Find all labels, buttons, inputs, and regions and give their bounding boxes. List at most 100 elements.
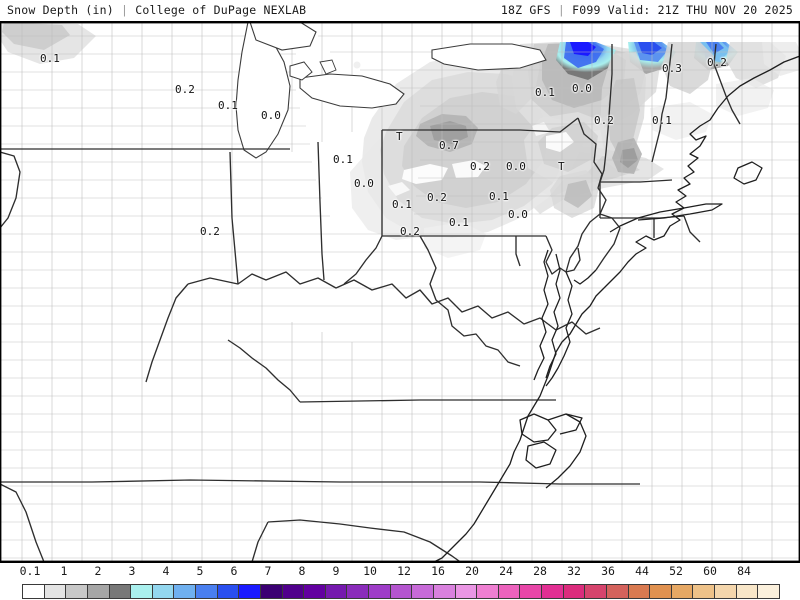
contour-value-label: 0.2 xyxy=(200,225,220,238)
colorbar-tick-label: 9 xyxy=(332,564,340,578)
colorbar-swatch[interactable] xyxy=(87,585,110,598)
contour-value-label: 0.0 xyxy=(261,109,281,122)
colorbar-swatch[interactable] xyxy=(217,585,240,598)
colorbar-swatch[interactable] xyxy=(239,585,261,598)
colorbar-swatch[interactable] xyxy=(433,585,456,598)
colorbar-swatch[interactable] xyxy=(477,585,499,598)
snow-depth-shaded-field xyxy=(0,22,800,258)
product-title: Snow Depth (in) xyxy=(7,3,114,17)
colorbar-swatch[interactable] xyxy=(585,585,607,598)
colorbar-swatch[interactable] xyxy=(304,585,326,598)
colorbar-swatch[interactable] xyxy=(347,585,369,598)
colorbar-swatch[interactable] xyxy=(736,585,759,598)
colorbar-tick-label: 6 xyxy=(230,564,238,578)
colorbar-tick-label: 28 xyxy=(533,564,547,578)
map-header-bar: Snow Depth (in) | College of DuPage NEXL… xyxy=(0,0,800,21)
contour-value-label: 0.0 xyxy=(506,160,526,173)
colorbar-swatch[interactable] xyxy=(650,585,672,598)
colorbar-tick-label: 8 xyxy=(298,564,306,578)
state-boundary-lines xyxy=(0,43,741,562)
colorbar-swatch[interactable] xyxy=(196,585,218,598)
contour-value-label: 0.2 xyxy=(400,225,420,238)
contour-value-label: 0.1 xyxy=(333,153,353,166)
colorbar-tick-label: 32 xyxy=(567,564,581,578)
colorbar-swatch[interactable] xyxy=(44,585,67,598)
colorbar-swatch[interactable] xyxy=(671,585,694,598)
header-separator-right: | xyxy=(557,3,566,17)
colorbar-swatch[interactable] xyxy=(498,585,521,598)
colorbar-tick-label: 24 xyxy=(499,564,513,578)
contour-value-label: 0.7 xyxy=(439,139,459,152)
colorbar-tick-label: 7 xyxy=(264,564,272,578)
colorbar-swatch[interactable] xyxy=(412,585,434,598)
colorbar-swatch[interactable] xyxy=(23,585,45,598)
colorbar-tick-label: 3 xyxy=(128,564,136,578)
contour-value-label: 0.0 xyxy=(354,177,374,190)
map-canvas[interactable] xyxy=(0,22,800,562)
colorbar-swatch[interactable] xyxy=(66,585,88,598)
colorbar-color-strip[interactable] xyxy=(22,584,780,599)
colorbar-tick-label: 2 xyxy=(94,564,102,578)
contour-value-label: 0.1 xyxy=(535,86,555,99)
contour-value-label: 0.2 xyxy=(470,160,490,173)
colorbar-tick-label-row: 0.1 1 2 3 4 5 6 7 8 9 10 12 16 20 24 28 32 36 44 52 60 84 xyxy=(0,563,800,582)
contour-value-label: 0.1 xyxy=(489,190,509,203)
colorbar-tick-label: 44 xyxy=(635,564,649,578)
colorbar-swatch[interactable] xyxy=(715,585,737,598)
map-border xyxy=(0,22,800,562)
contour-value-label: 0.2 xyxy=(427,191,447,204)
colorbar-swatch[interactable] xyxy=(325,585,348,598)
header-separator-left: | xyxy=(120,3,129,17)
colorbar-swatch[interactable] xyxy=(131,585,153,598)
colorbar-swatch[interactable] xyxy=(369,585,391,598)
header-left-group: Snow Depth (in) | College of DuPage NEXL… xyxy=(7,3,306,17)
colorbar-swatch[interactable] xyxy=(563,585,586,598)
contour-value-label: 0.1 xyxy=(218,99,238,112)
valid-time-label: 21Z THU NOV 20 2025 xyxy=(657,3,793,17)
colorbar-swatch[interactable] xyxy=(282,585,305,598)
header-right-group: 18Z GFS | F099 Valid: 21Z THU NOV 20 202… xyxy=(501,3,793,17)
contour-value-label: 0.0 xyxy=(572,82,592,95)
colorbar-tick-label: 12 xyxy=(397,564,411,578)
colorbar-swatch[interactable] xyxy=(109,585,132,598)
colorbar-swatch[interactable] xyxy=(174,585,196,598)
valid-prefix-label: Valid: xyxy=(607,3,651,17)
colorbar-swatch[interactable] xyxy=(606,585,629,598)
forecast-map-panel[interactable]: 0.1 0.2 0.1 0.0 0.1 T 0.7 0.0 0.2 0.0 T 0.1 0.2 0.1 0.… xyxy=(0,21,800,563)
colorbar-tick-label: 4 xyxy=(162,564,170,578)
colorbar-tick-label: 0.1 xyxy=(19,564,41,578)
colorbar-panel: 0.1 1 2 3 4 5 6 7 8 9 10 12 16 20 24 28 32 36 44 52 60 84 xyxy=(0,563,800,600)
contour-value-label: T xyxy=(396,130,403,143)
contour-value-label: T xyxy=(558,160,565,173)
colorbar-swatch[interactable] xyxy=(260,585,283,598)
colorbar-tick-label: 60 xyxy=(703,564,717,578)
colorbar-tick-label: 16 xyxy=(431,564,445,578)
forecast-hour-label: F099 xyxy=(572,3,601,17)
contour-value-label: 0.3 xyxy=(662,62,682,75)
colorbar-swatch[interactable] xyxy=(455,585,478,598)
colorbar-swatch[interactable] xyxy=(520,585,542,598)
colorbar-swatch[interactable] xyxy=(628,585,651,598)
great-lakes-water xyxy=(235,22,547,159)
colorbar-tick-label: 20 xyxy=(465,564,479,578)
map-layers xyxy=(0,22,800,562)
colorbar-swatch[interactable] xyxy=(758,585,779,598)
colorbar-tick-label: 5 xyxy=(196,564,204,578)
colorbar-swatch[interactable] xyxy=(390,585,413,598)
colorbar-tick-label: 84 xyxy=(737,564,751,578)
colorbar-swatch[interactable] xyxy=(542,585,564,598)
colorbar-tick-label: 1 xyxy=(60,564,68,578)
colorbar-swatch[interactable] xyxy=(693,585,715,598)
contour-value-label: 0.2 xyxy=(594,114,614,127)
colorbar-swatch[interactable] xyxy=(152,585,175,598)
atlantic-coastline xyxy=(433,55,800,562)
contour-value-label: 0.1 xyxy=(652,114,672,127)
contour-value-label: 0.1 xyxy=(392,198,412,211)
contour-value-label: 0.2 xyxy=(175,83,195,96)
contour-value-label: 0.1 xyxy=(449,216,469,229)
contour-value-label: 0.1 xyxy=(40,52,60,65)
contour-value-label: 0.0 xyxy=(508,208,528,221)
model-run-label: 18Z GFS xyxy=(500,3,551,17)
colorbar-tick-label: 10 xyxy=(363,564,377,578)
